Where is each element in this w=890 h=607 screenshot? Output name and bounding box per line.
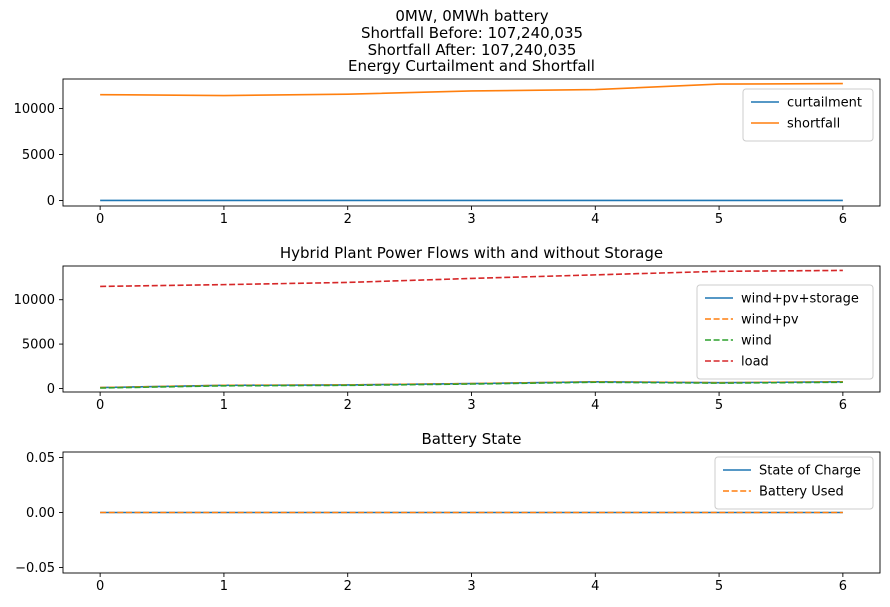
- figure-title-line-1: 0MW, 0MWh battery: [395, 7, 549, 25]
- x-tick-label: 4: [591, 212, 599, 227]
- y-tick-label: −0.05: [15, 561, 55, 576]
- chart-title: Energy Curtailment and Shortfall: [348, 57, 595, 75]
- x-tick-label: 4: [591, 398, 599, 413]
- legend-label: curtailment: [787, 96, 862, 111]
- figure-title-line-2: Shortfall Before: 107,240,035: [360, 24, 584, 42]
- x-tick-label: 1: [220, 212, 228, 227]
- figure-title-line-3: Shortfall After: 107,240,035: [367, 41, 577, 59]
- x-tick-label: 6: [839, 212, 847, 227]
- x-tick-label: 0: [96, 398, 104, 413]
- y-tick-label: 0: [47, 382, 55, 397]
- x-tick-label: 5: [715, 212, 723, 227]
- chart-title: Battery State: [422, 430, 522, 448]
- chart-2: Hybrid Plant Power Flows with and withou…: [14, 244, 881, 413]
- y-tick-label: 5000: [22, 338, 55, 353]
- x-tick-label: 1: [220, 398, 228, 413]
- legend: wind+pv+storage wind+pv wind load: [696, 284, 874, 380]
- x-tick-label: 2: [344, 398, 352, 413]
- x-tick-label: 3: [467, 398, 475, 413]
- chart-1: Energy Curtailment and Shortfall 0 1 2 3 4 5 6 0…: [14, 57, 881, 227]
- x-tick-label: 3: [467, 579, 475, 594]
- x-tick-label: 0: [96, 579, 104, 594]
- x-tick-label: 0: [96, 212, 104, 227]
- x-tick-label: 5: [715, 579, 723, 594]
- y-tick-label: 0: [47, 194, 55, 209]
- x-tick-label: 6: [839, 579, 847, 594]
- legend-label: wind+pv: [741, 313, 799, 328]
- series-line-shortfall: [100, 82, 843, 97]
- y-tick-label: 0.00: [26, 506, 55, 521]
- legend-label: wind: [741, 334, 772, 349]
- chart-title: Hybrid Plant Power Flows with and withou…: [280, 244, 663, 262]
- x-tick-label: 5: [715, 398, 723, 413]
- legend-label: State of Charge: [759, 464, 861, 479]
- legend-label: wind+pv+storage: [741, 292, 859, 307]
- chart-3: Battery State 0 1 2 3 4 5 6 −0.05 0.00 0.05 State o…: [15, 430, 881, 594]
- legend: State of Charge Battery Used: [714, 456, 874, 510]
- series-line-wind: [100, 381, 843, 389]
- legend-label: load: [741, 355, 769, 370]
- y-tick-label: 5000: [22, 148, 55, 163]
- y-tick-label: 10000: [14, 293, 55, 308]
- x-tick-label: 6: [839, 398, 847, 413]
- y-tick-label: 0.05: [26, 451, 55, 466]
- x-tick-label: 1: [220, 579, 228, 594]
- series-line-load: [100, 269, 843, 288]
- legend-box: [714, 456, 874, 510]
- legend-box: [696, 284, 874, 380]
- y-tick-label: 10000: [14, 102, 55, 117]
- x-tick-label: 2: [344, 212, 352, 227]
- x-tick-label: 4: [591, 579, 599, 594]
- x-tick-label: 2: [344, 579, 352, 594]
- legend-label: shortfall: [787, 117, 840, 132]
- legend: curtailment shortfall: [742, 88, 874, 142]
- legend-label: Battery Used: [759, 485, 844, 500]
- x-tick-label: 3: [467, 212, 475, 227]
